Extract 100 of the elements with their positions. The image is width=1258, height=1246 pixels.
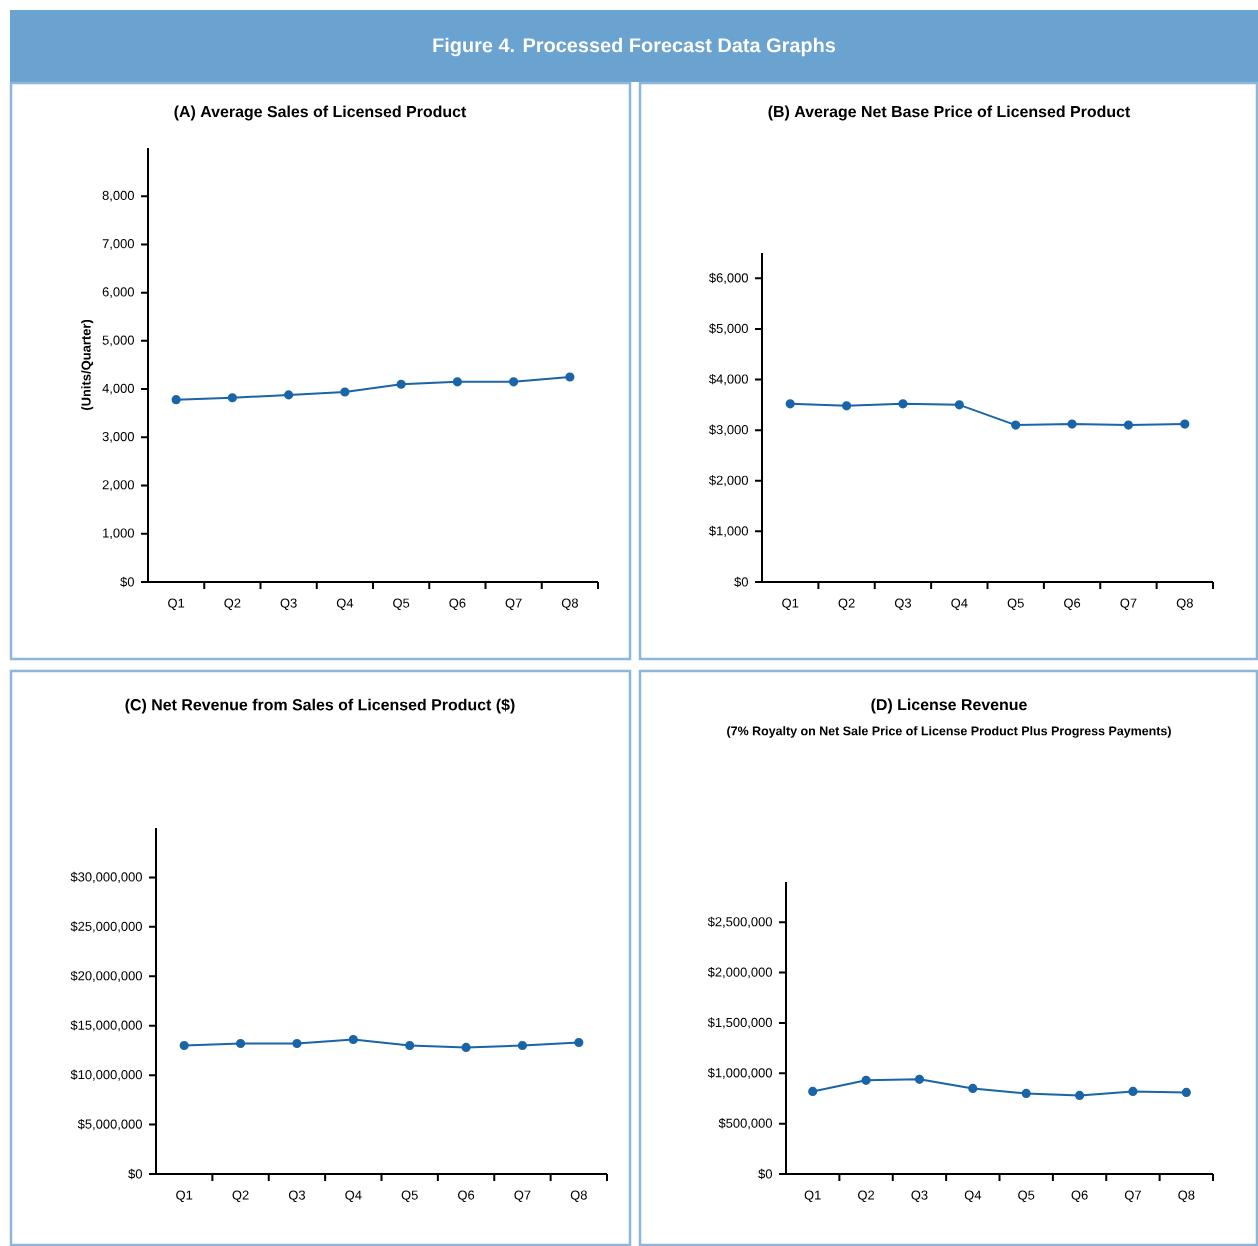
y-tick-label: $25,000,000	[70, 921, 142, 933]
x-tick-label: Q4	[951, 598, 968, 610]
point	[227, 393, 237, 403]
x-tick-label: Q6	[449, 598, 466, 610]
y-tick-label: $0	[128, 1168, 142, 1180]
point	[565, 372, 575, 382]
point	[1067, 419, 1077, 429]
y-tick-label: $1,000,000	[707, 1067, 772, 1079]
x-tick-label: Q4	[336, 598, 354, 610]
x-tick-label: Q3	[288, 1190, 306, 1202]
point	[348, 1034, 358, 1045]
point	[861, 1075, 871, 1085]
point	[898, 399, 908, 409]
y-tick-label: $0	[734, 576, 748, 588]
x-tick-label: Q2	[858, 1190, 875, 1202]
x-tick-label: Q1	[782, 598, 799, 610]
x-tick-label: Q6	[1071, 1190, 1088, 1202]
point	[1128, 1086, 1138, 1096]
y-tick-label: $5,000	[709, 323, 748, 335]
chart-title: (A) Average Sales of Licensed Product	[174, 105, 467, 121]
y-tick-label: $2,500,000	[707, 916, 772, 928]
point	[968, 1083, 978, 1093]
point	[1123, 420, 1134, 430]
y-tick-label: $4,000	[709, 373, 748, 386]
y-tick-label: $10,000,000	[70, 1069, 142, 1081]
point	[235, 1038, 246, 1049]
point	[171, 395, 181, 405]
caption: Figure 4. Processed Forecast Data Graphs	[433, 37, 836, 57]
x-tick-label: Q2	[232, 1190, 249, 1202]
point	[509, 377, 519, 387]
y-tick-label: $20,000,000	[70, 970, 142, 982]
point	[1074, 1090, 1085, 1101]
y-tick-label: $6,000	[709, 272, 748, 284]
x-tick-label: Q3	[911, 1190, 928, 1202]
point	[841, 401, 852, 411]
y-tick-label: $15,000,000	[70, 1020, 142, 1032]
y-tick-label: 6,000	[102, 287, 134, 298]
y-tick-label: $0	[758, 1168, 772, 1180]
point	[461, 1042, 471, 1053]
y-tick-label: $2,000	[709, 475, 748, 487]
y-tick-label: $0	[120, 576, 134, 588]
x-tick-label: Q5	[1007, 598, 1024, 610]
y-tick-label: 4,000	[102, 383, 134, 395]
point	[1021, 1088, 1031, 1099]
point	[517, 1040, 528, 1051]
y-tick-label: 5,000	[102, 335, 134, 347]
chart-title: (C) Net Revenue from Sales of Licensed Product ($)	[125, 698, 515, 714]
y-tick-label: 1,000	[103, 528, 134, 540]
point	[785, 399, 795, 409]
point	[452, 377, 462, 387]
chart-subtitle: (7% Royalty on Net Sale Price of License Product Plus Progress Payments)	[727, 726, 1171, 738]
x-tick-label: Q5	[401, 1190, 418, 1202]
x-tick-label: Q4	[964, 1190, 982, 1202]
x-tick-label: Q6	[1064, 598, 1081, 610]
x-tick-label: Q8	[1176, 598, 1193, 610]
point	[808, 1086, 818, 1096]
point	[396, 379, 406, 389]
point	[1180, 419, 1190, 429]
point	[292, 1038, 302, 1049]
y-tick-label: 8,000	[102, 190, 134, 202]
x-tick-label: Q1	[804, 1190, 821, 1202]
x-tick-label: Q8	[1178, 1190, 1195, 1202]
point	[284, 390, 294, 400]
point	[574, 1037, 584, 1048]
chart-title: (B) Average Net Base Price of Licensed Product	[768, 105, 1131, 121]
point	[1011, 420, 1021, 430]
x-tick-label: Q1	[168, 598, 185, 610]
x-tick-label: Q8	[570, 1190, 587, 1202]
x-tick-label: Q4	[345, 1190, 362, 1202]
x-tick-label: Q8	[561, 598, 578, 610]
x-tick-label: Q7	[1124, 1190, 1141, 1202]
x-tick-label: Q5	[393, 598, 410, 610]
chart-title: (D) License Revenue	[871, 698, 1027, 714]
x-tick-label: Q1	[176, 1190, 193, 1202]
x-tick-label: Q3	[280, 598, 297, 610]
point	[405, 1040, 415, 1051]
x-tick-label: Q6	[458, 1190, 475, 1202]
point	[179, 1040, 189, 1051]
point	[954, 400, 964, 410]
x-tick-label: Q5	[1018, 1190, 1035, 1202]
y-tick-label: $1,500,000	[707, 1017, 772, 1029]
y-tick-label: $3,000	[709, 424, 748, 436]
x-tick-label: Q3	[894, 598, 912, 610]
y-tick-label: $30,000,000	[70, 871, 142, 884]
x-tick-label: Q7	[1120, 598, 1137, 610]
x-tick-label: Q2	[224, 598, 241, 610]
y-tick-label: $1,000	[709, 525, 748, 537]
y-tick-label: $5,000,000	[77, 1118, 142, 1131]
x-tick-label: Q7	[514, 1190, 531, 1202]
y-axis-title: (Units/Quarter)	[81, 319, 94, 411]
y-tick-label: 7,000	[102, 239, 134, 250]
point	[914, 1074, 925, 1084]
point	[1181, 1087, 1191, 1098]
y-tick-label: 3,000	[102, 431, 134, 443]
y-tick-label: 2,000	[102, 480, 134, 491]
x-tick-label: Q7	[505, 598, 522, 610]
point	[340, 387, 350, 397]
y-tick-label: $500,000	[718, 1118, 772, 1130]
x-tick-label: Q2	[838, 598, 855, 610]
y-tick-label: $2,000,000	[707, 966, 772, 979]
